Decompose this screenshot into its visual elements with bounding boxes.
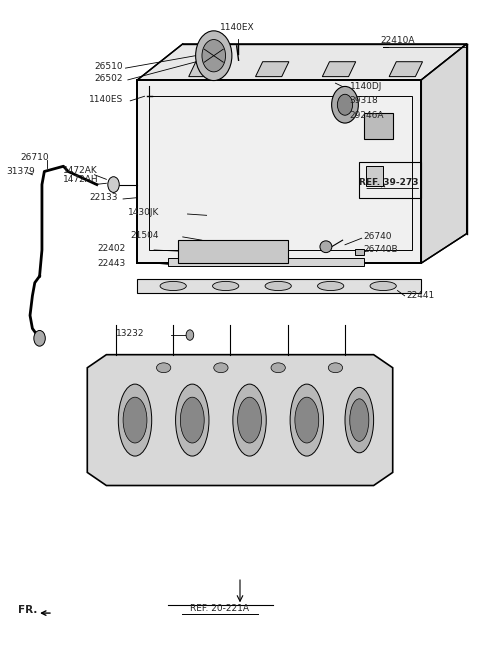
Ellipse shape xyxy=(265,281,291,290)
Ellipse shape xyxy=(345,388,373,453)
Text: 22133: 22133 xyxy=(90,193,118,202)
Circle shape xyxy=(186,330,194,340)
Ellipse shape xyxy=(180,397,204,443)
Ellipse shape xyxy=(295,397,319,443)
Text: 1140EX: 1140EX xyxy=(220,23,255,32)
Ellipse shape xyxy=(350,399,369,442)
Polygon shape xyxy=(87,355,393,486)
Ellipse shape xyxy=(176,384,209,456)
Polygon shape xyxy=(168,258,364,266)
Polygon shape xyxy=(355,249,364,255)
Text: 26502: 26502 xyxy=(95,74,123,83)
Text: 13232: 13232 xyxy=(116,329,144,338)
Polygon shape xyxy=(137,279,421,292)
Circle shape xyxy=(108,177,119,193)
Text: 31379: 31379 xyxy=(6,167,35,176)
Circle shape xyxy=(202,39,226,72)
Polygon shape xyxy=(189,62,222,77)
Ellipse shape xyxy=(318,281,344,290)
Text: 1472AH: 1472AH xyxy=(63,175,99,185)
Ellipse shape xyxy=(156,363,171,373)
Polygon shape xyxy=(421,44,467,263)
Text: FR.: FR. xyxy=(18,605,37,615)
Polygon shape xyxy=(178,240,288,263)
Text: 26740: 26740 xyxy=(363,233,392,241)
Ellipse shape xyxy=(238,397,262,443)
Text: 22441: 22441 xyxy=(406,291,434,300)
Ellipse shape xyxy=(370,281,396,290)
Text: 1472AK: 1472AK xyxy=(63,166,98,175)
Text: 21504: 21504 xyxy=(131,231,159,240)
Text: 22410A: 22410A xyxy=(381,36,415,45)
Polygon shape xyxy=(323,62,356,77)
Text: REF. 20-221A: REF. 20-221A xyxy=(191,604,250,613)
Ellipse shape xyxy=(328,363,343,373)
Ellipse shape xyxy=(290,384,324,456)
Circle shape xyxy=(337,95,353,115)
Polygon shape xyxy=(255,62,289,77)
Ellipse shape xyxy=(233,384,266,456)
Circle shape xyxy=(196,31,232,81)
Polygon shape xyxy=(366,166,383,186)
Polygon shape xyxy=(137,80,421,263)
Text: 1140ES: 1140ES xyxy=(89,95,123,104)
Circle shape xyxy=(34,330,45,346)
Ellipse shape xyxy=(123,397,147,443)
Polygon shape xyxy=(364,112,393,139)
Text: 1430JK: 1430JK xyxy=(128,208,159,217)
Text: 1140DJ: 1140DJ xyxy=(350,82,382,91)
Text: 29246A: 29246A xyxy=(350,111,384,120)
Ellipse shape xyxy=(213,281,239,290)
Text: 22443: 22443 xyxy=(97,259,125,267)
Polygon shape xyxy=(137,44,467,80)
Text: 26510: 26510 xyxy=(95,62,123,72)
Text: 39318: 39318 xyxy=(350,97,379,105)
Polygon shape xyxy=(389,62,422,77)
Circle shape xyxy=(332,87,359,123)
Ellipse shape xyxy=(214,363,228,373)
Ellipse shape xyxy=(160,281,186,290)
Text: 26740B: 26740B xyxy=(363,246,398,254)
Text: 22402: 22402 xyxy=(97,244,125,253)
Ellipse shape xyxy=(271,363,285,373)
Text: REF. 39-273: REF. 39-273 xyxy=(360,177,419,187)
Text: 26710: 26710 xyxy=(21,152,49,162)
Ellipse shape xyxy=(320,241,332,252)
Ellipse shape xyxy=(118,384,152,456)
